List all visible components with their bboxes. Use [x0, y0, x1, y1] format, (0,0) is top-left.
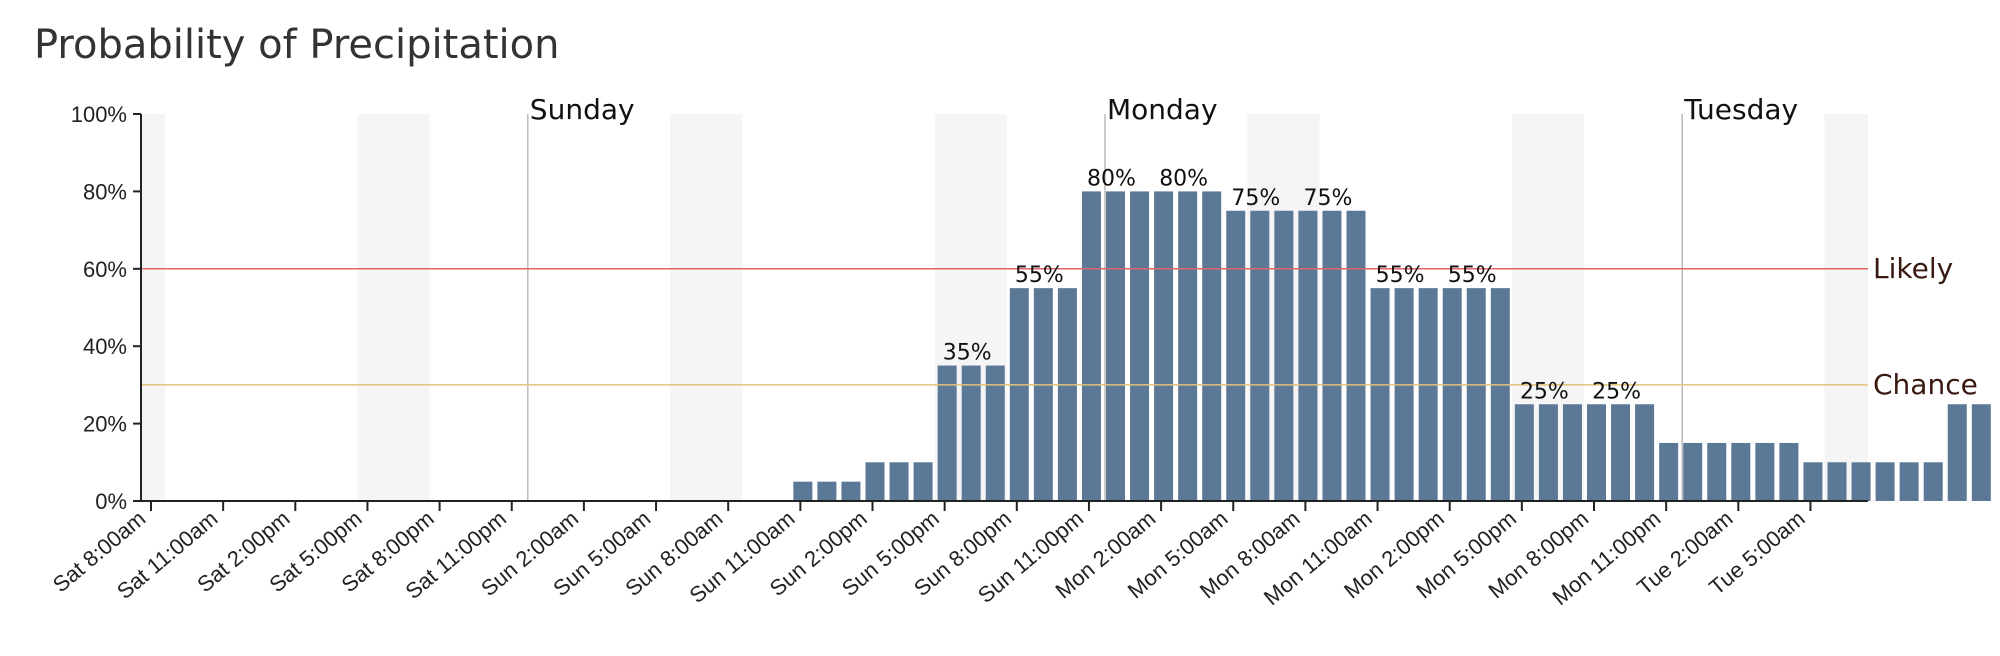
bar	[865, 462, 885, 501]
bar	[1731, 442, 1751, 501]
bar	[1202, 191, 1222, 501]
y-tick-label: 0%	[95, 489, 127, 514]
bar	[1009, 288, 1029, 501]
bar	[1178, 191, 1198, 501]
night-band	[1824, 114, 1868, 501]
bar	[985, 365, 1005, 501]
night-band	[141, 114, 166, 501]
axes	[133, 113, 1868, 511]
bar	[1875, 462, 1895, 501]
y-tick-label: 80%	[83, 179, 127, 204]
bar	[1947, 404, 1967, 501]
bar	[1106, 191, 1125, 501]
bar	[1226, 210, 1246, 501]
bar	[1274, 210, 1294, 501]
bar-value-label: 80%	[1087, 166, 1136, 191]
bar	[1346, 210, 1366, 501]
day-label: Tuesday	[1683, 93, 1798, 126]
bar	[1803, 462, 1823, 501]
bar	[1154, 191, 1174, 501]
bar	[1611, 404, 1631, 501]
bar	[1827, 462, 1847, 501]
bar	[1587, 404, 1606, 501]
bar-value-label: 35%	[943, 341, 992, 366]
bar	[1683, 442, 1703, 501]
bar	[1899, 462, 1919, 501]
bar	[961, 365, 981, 501]
bar	[817, 481, 837, 501]
bar	[1562, 404, 1582, 501]
bar	[793, 481, 813, 501]
chart-title: Probability of Precipitation	[34, 22, 560, 68]
bar	[889, 462, 909, 501]
bar	[1033, 288, 1053, 501]
bar	[1490, 288, 1510, 501]
day-divider-lines	[527, 114, 1683, 501]
bar	[913, 462, 933, 501]
day-label: Sunday	[530, 93, 635, 126]
bar	[1250, 210, 1270, 501]
bar-value-label: 75%	[1303, 186, 1352, 211]
bar-value-label: 25%	[1520, 379, 1569, 404]
bar	[1322, 210, 1342, 501]
night-band	[357, 114, 430, 501]
bar	[1971, 404, 1991, 501]
bar-value-label: 80%	[1159, 166, 1208, 191]
bar	[1418, 288, 1438, 501]
bar	[1298, 210, 1318, 501]
bar	[1635, 404, 1655, 501]
bar	[841, 481, 861, 501]
bar	[937, 365, 957, 501]
bars	[793, 191, 1991, 501]
y-tick-label: 100%	[71, 102, 127, 127]
bar	[1057, 288, 1077, 501]
y-tick-label: 40%	[83, 334, 127, 359]
bar	[1779, 442, 1799, 501]
night-band	[670, 114, 743, 501]
bar	[1370, 288, 1390, 501]
bar-value-label: 25%	[1592, 379, 1641, 404]
bar	[1851, 462, 1871, 501]
bar-value-label: 55%	[1015, 263, 1064, 288]
bar	[1707, 442, 1727, 501]
y-tick-label: 60%	[83, 257, 127, 282]
bar	[1442, 288, 1462, 501]
bar	[1466, 288, 1486, 501]
bar	[1538, 404, 1558, 501]
bar	[1923, 462, 1943, 501]
bar-value-label: 55%	[1376, 263, 1425, 288]
threshold-lines	[141, 268, 1868, 386]
threshold-label: Likely	[1873, 252, 1953, 285]
bar	[1130, 191, 1150, 501]
bar-value-label: 75%	[1231, 186, 1280, 211]
bar	[1755, 442, 1775, 501]
bar	[1514, 404, 1534, 501]
bar	[1659, 442, 1679, 501]
bar-value-label: 55%	[1448, 263, 1497, 288]
bar	[1081, 191, 1101, 501]
y-tick-label: 20%	[83, 412, 127, 437]
threshold-label: Chance	[1873, 368, 1978, 401]
day-label: Monday	[1107, 93, 1218, 126]
bar	[1394, 288, 1414, 501]
